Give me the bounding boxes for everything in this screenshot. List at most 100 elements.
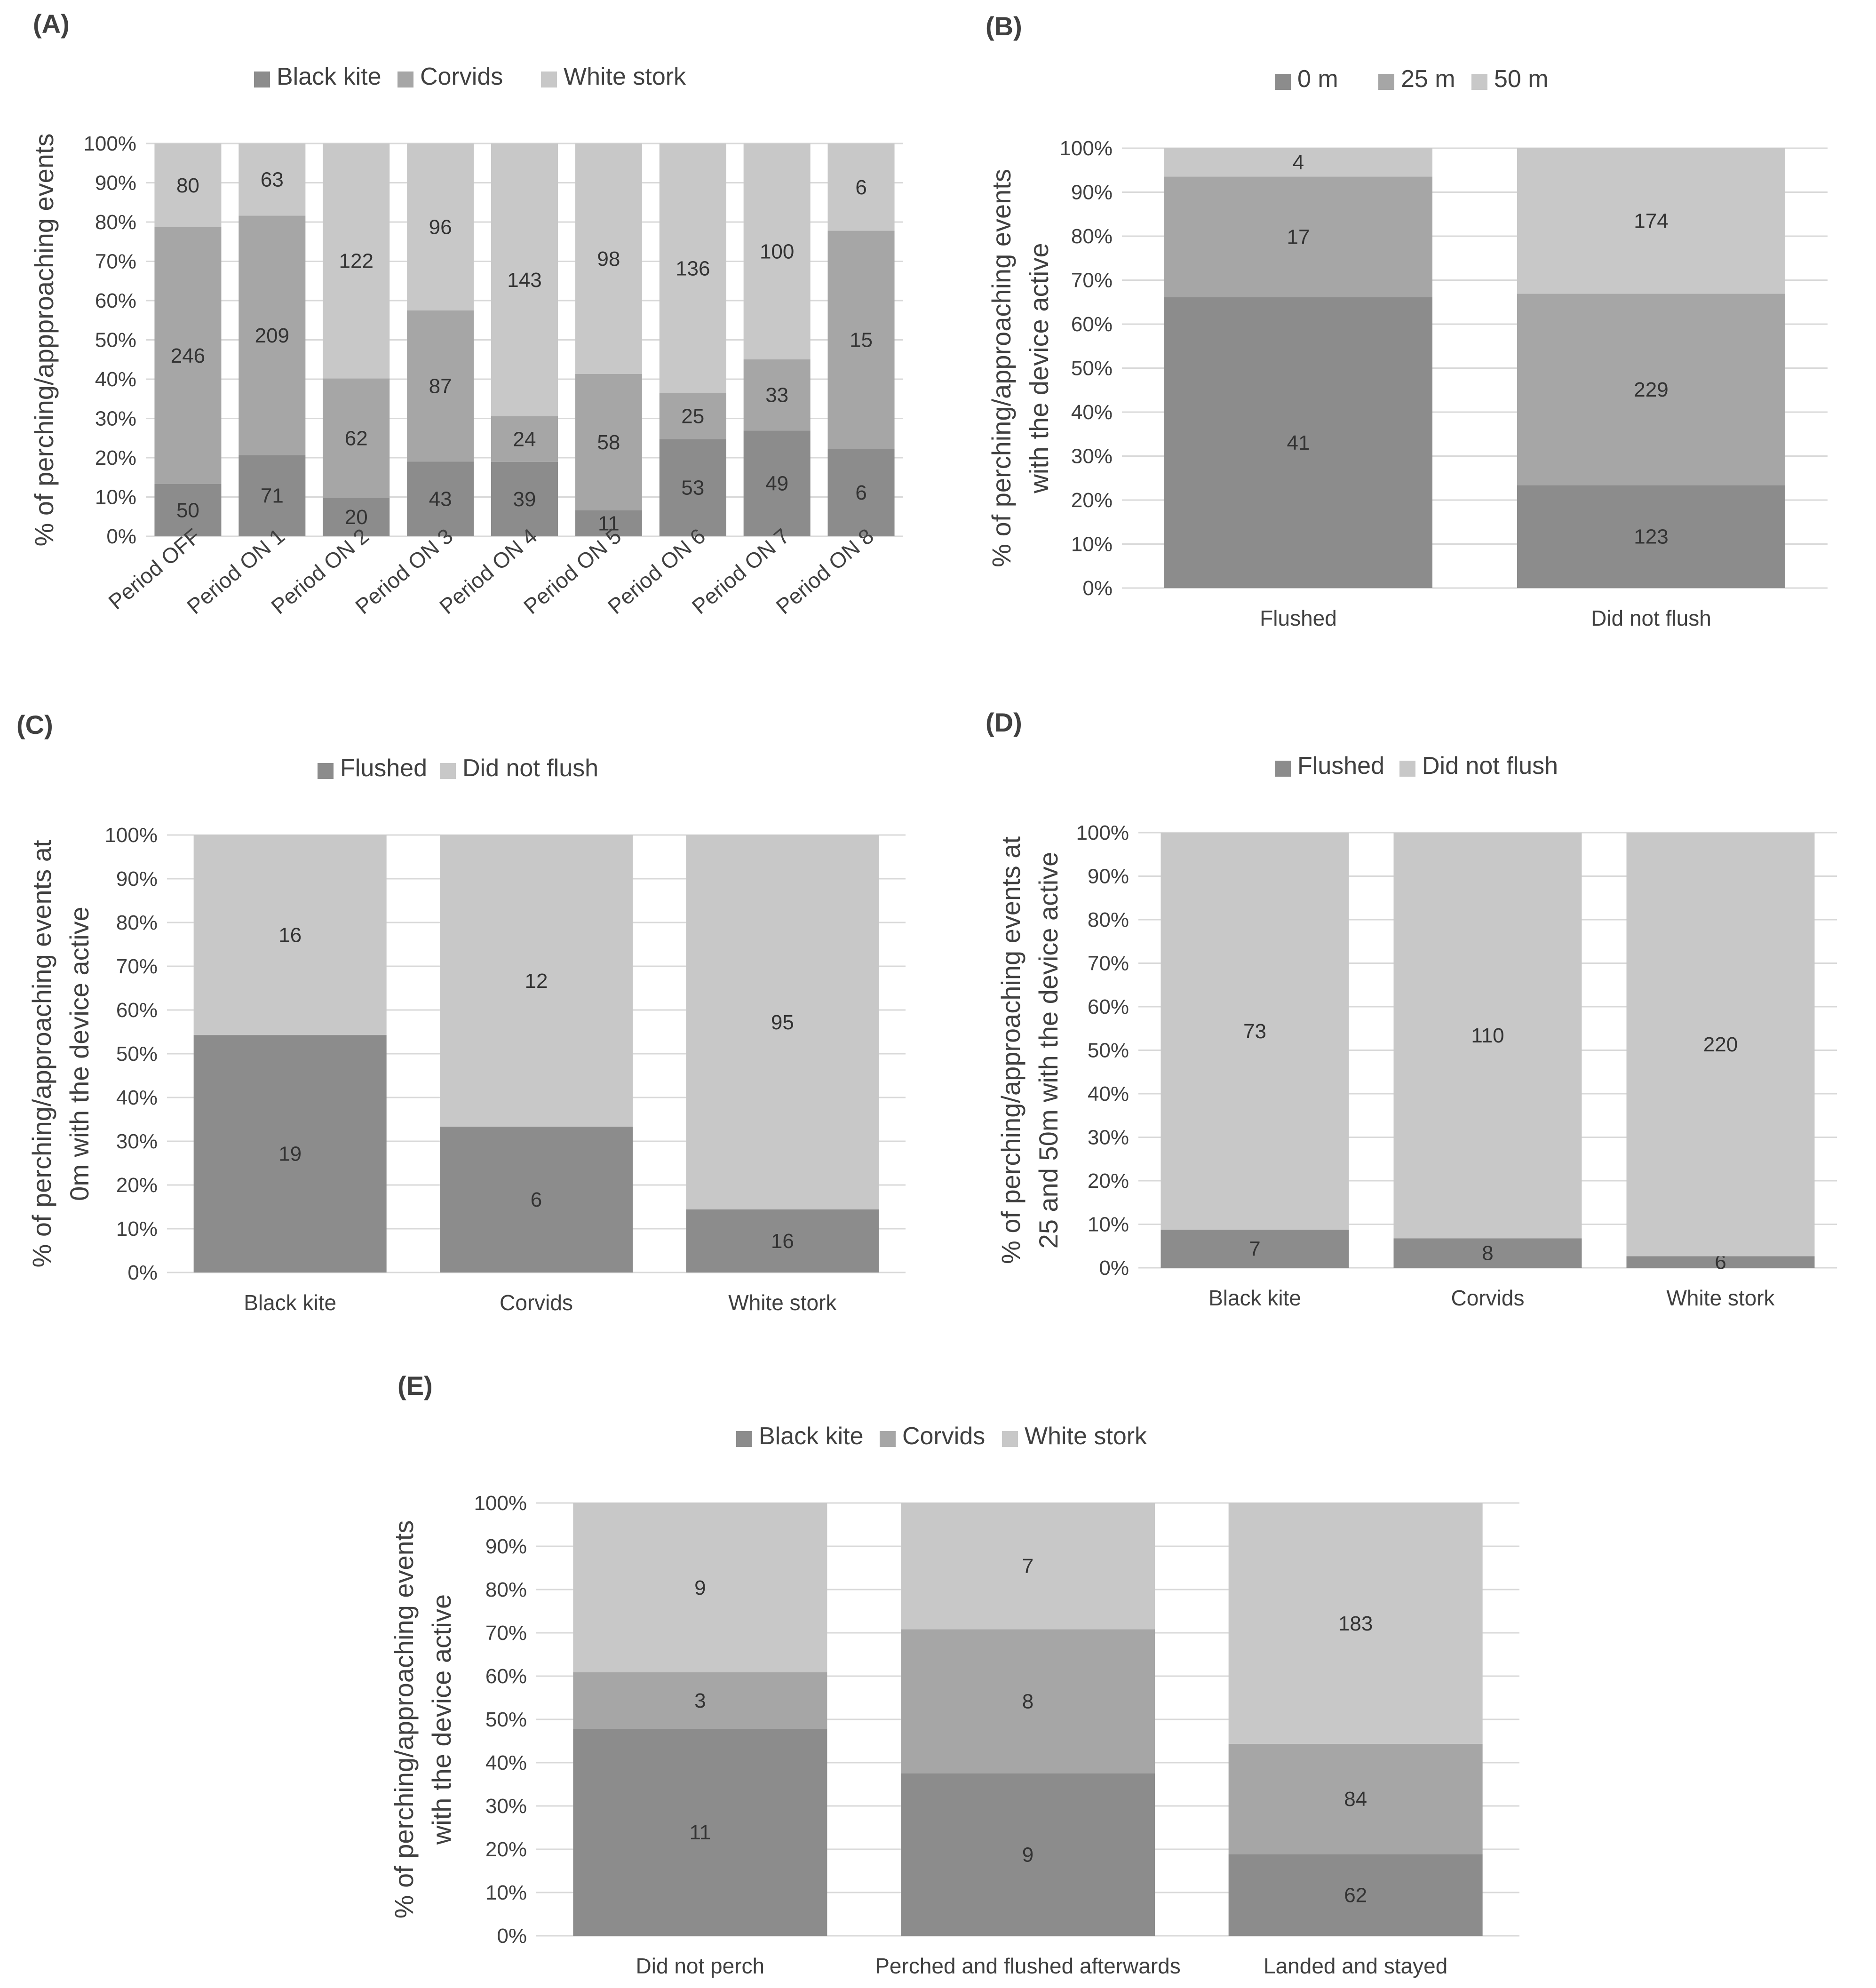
y-tick-label: 20% (1071, 489, 1113, 512)
data-label: 80 (176, 174, 199, 197)
bar-segment (491, 461, 558, 536)
data-label: 122 (339, 250, 374, 273)
data-label: 39 (513, 488, 536, 511)
chart-panel-e: (E) 0% 10% 20% 30% 40% 50% 60% 70% 80% 90% 100% % of… (389, 1371, 1519, 1978)
y-axis-title: % of perching/approaching events at (996, 836, 1025, 1264)
data-label: 98 (597, 247, 620, 270)
bar-segment (1161, 833, 1349, 1230)
bar-segment (1517, 485, 1785, 588)
y-tick-label: 0% (1099, 1256, 1129, 1280)
x-tick-label: Corvids (500, 1290, 573, 1315)
y-tick-label: 50% (95, 329, 136, 352)
bar-segment (1517, 294, 1785, 485)
y-tick-label: 30% (95, 407, 136, 430)
y-axis-title: % of perching/approaching events (389, 1520, 419, 1919)
panel-label: (C) (16, 710, 53, 740)
bar-segment (573, 1503, 827, 1672)
bar-segment (154, 143, 222, 227)
data-label: 183 (1338, 1612, 1373, 1635)
data-label: 174 (1634, 210, 1668, 233)
legend-label: Did not flush (1422, 752, 1558, 779)
legend-label: Black kite (759, 1423, 864, 1450)
chart-panel-b: (B) 0% 10% 20% 30% 40% 50% 60% 70% 80% 90% 100% % of… (986, 11, 1828, 630)
data-label: 6 (855, 176, 866, 199)
data-label: 84 (1344, 1788, 1367, 1811)
y-axis-title: % of perching/approaching events at (27, 840, 56, 1267)
legend-swatch (440, 763, 456, 779)
data-label: 20 (345, 506, 368, 529)
bar-segment (238, 455, 306, 536)
y-tick-label: 60% (95, 289, 136, 312)
y-tick-label: 80% (485, 1578, 527, 1601)
legend-swatch (736, 1431, 752, 1447)
chart-panel-a: (A) 0% 10% 20% 30% 40% 50% 60% 70% 80% 90% 100% % of… (29, 9, 903, 619)
y-tick-label: 100% (104, 824, 158, 847)
data-label: 229 (1634, 378, 1668, 401)
y-tick-label: 100% (474, 1492, 527, 1515)
y-tick-label: 60% (116, 999, 158, 1022)
bar-segment (491, 416, 558, 462)
data-label: 12 (525, 970, 548, 993)
y-tick-label: 80% (1071, 225, 1113, 248)
data-label: 33 (765, 383, 788, 406)
panel-label: (D) (986, 708, 1022, 737)
bar-segment (407, 143, 474, 310)
y-tick-label: 20% (485, 1838, 527, 1861)
bar-segment (743, 143, 811, 359)
x-tick-label: Black kite (244, 1290, 336, 1315)
bar-segment (827, 449, 895, 536)
y-tick-label: 100% (1059, 137, 1113, 160)
data-label: 8 (1482, 1242, 1493, 1265)
bar-segment (575, 374, 642, 510)
y-tick-label: 90% (1088, 865, 1129, 888)
y-tick-label: 30% (485, 1795, 527, 1818)
data-label: 63 (261, 168, 284, 191)
data-label: 17 (1287, 226, 1310, 249)
y-axis-title: with the device active (427, 1594, 456, 1845)
data-label: 71 (261, 485, 284, 508)
legend-label: 0 m (1297, 65, 1338, 93)
bar-segment (1393, 833, 1582, 1239)
chart-panel-c: (C) 0% 10% 20% 30% 40% 50% 60% 70% 80% 90% 100% % of… (16, 710, 906, 1315)
bar-segment (1161, 1230, 1349, 1268)
x-tick-label: White stork (1666, 1286, 1775, 1310)
bar-segment (154, 484, 222, 536)
bar-segment (154, 227, 222, 484)
bar-segment (659, 439, 726, 536)
bar-segment (827, 143, 895, 231)
data-label: 62 (345, 427, 368, 450)
x-tick-label: Corvids (1451, 1286, 1525, 1310)
y-tick-label: 40% (95, 368, 136, 391)
legend-label: 25 m (1401, 65, 1455, 93)
data-label: 53 (681, 477, 704, 500)
y-axis-title: with the device active (1024, 243, 1054, 493)
y-tick-label: 70% (95, 250, 136, 273)
y-axis-title: 25 and 50m with the device active (1033, 852, 1063, 1249)
bar-segment (238, 143, 306, 216)
data-label: 8 (1022, 1690, 1033, 1713)
legend-label: 50 m (1494, 65, 1549, 93)
bar-segment (686, 835, 879, 1209)
bar-segment (827, 231, 895, 449)
y-tick-label: 50% (1071, 357, 1113, 380)
bar-segment (573, 1729, 827, 1936)
y-axis-title: 0m with the device active (64, 907, 94, 1201)
y-tick-label: 80% (1088, 908, 1129, 931)
y-tick-label: 10% (1071, 533, 1113, 556)
data-label: 7 (1249, 1238, 1260, 1261)
legend-label: Flushed (1297, 752, 1384, 779)
x-tick-label: Perched and flushed afterwards (875, 1954, 1181, 1978)
legend-label: Black kite (277, 63, 382, 90)
bar-segment (440, 835, 633, 1127)
y-tick-label: 10% (95, 486, 136, 509)
data-label: 62 (1344, 1884, 1367, 1907)
bar-segment (491, 143, 558, 416)
data-label: 209 (255, 324, 289, 347)
data-label: 41 (1287, 431, 1310, 454)
bar-segment (407, 461, 474, 536)
y-tick-label: 90% (116, 867, 158, 891)
y-tick-label: 0% (106, 525, 136, 548)
data-label: 58 (597, 431, 620, 454)
data-label: 73 (1243, 1020, 1266, 1043)
